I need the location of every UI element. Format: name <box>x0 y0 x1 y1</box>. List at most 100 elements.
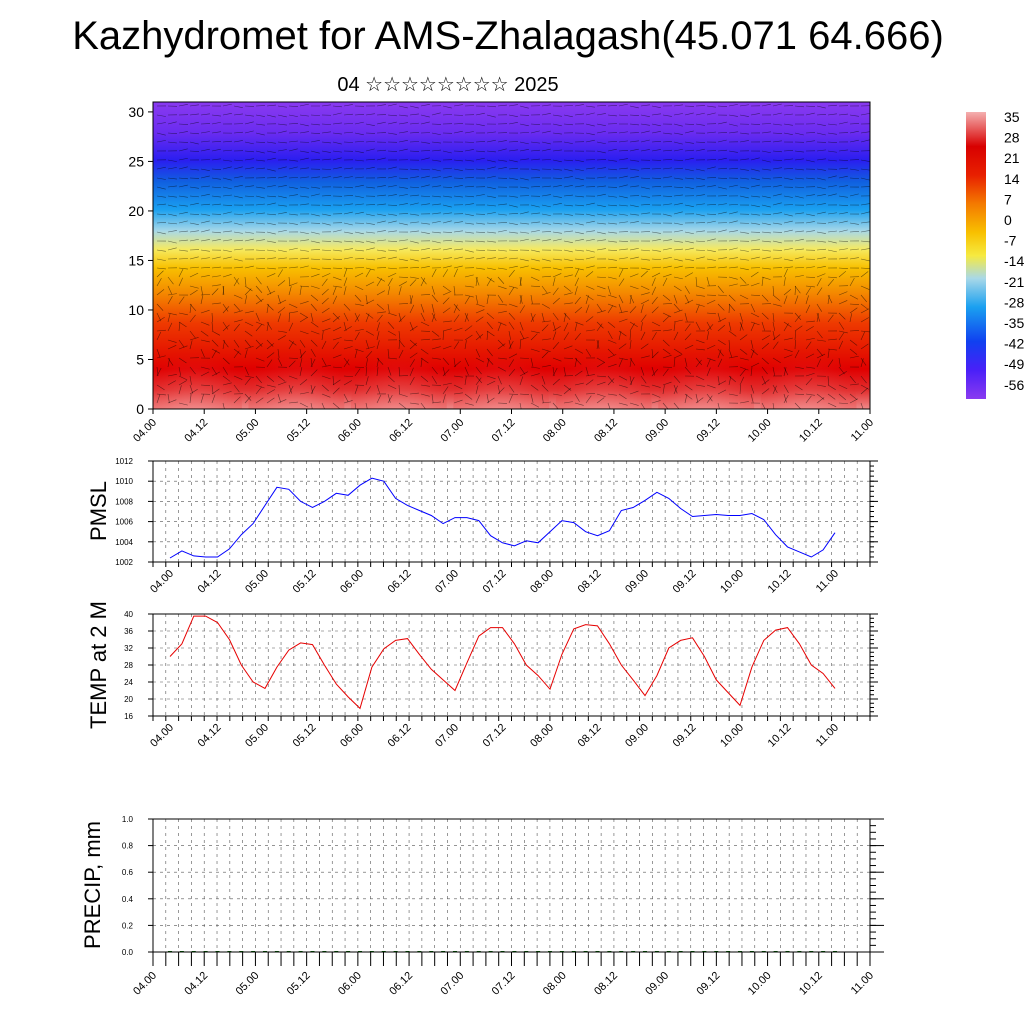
wind-barb <box>343 186 353 189</box>
wind-barb <box>387 249 397 252</box>
wind-barb <box>398 194 408 197</box>
wind-barb <box>508 141 519 143</box>
wind-barb <box>563 366 566 376</box>
wind-barb <box>431 357 441 360</box>
wind-barb <box>662 203 672 206</box>
x-tick-label: 05.12 <box>291 722 319 750</box>
wind-barb <box>552 277 556 287</box>
wind-barb <box>431 132 441 136</box>
wind-barb <box>299 312 308 318</box>
wind-barb <box>409 352 418 359</box>
wind-barb <box>662 354 672 359</box>
wind-barb <box>178 321 187 328</box>
wind-barb <box>794 314 801 323</box>
wind-barb <box>167 276 174 285</box>
wind-barb <box>222 274 232 278</box>
wind-barb <box>321 158 331 161</box>
wind-barb <box>772 140 782 143</box>
wind-barb <box>497 159 507 162</box>
wind-barb <box>409 132 419 134</box>
wind-barb <box>321 331 324 341</box>
wind-barb <box>167 293 177 296</box>
wind-barb <box>508 265 518 269</box>
wind-barb <box>244 212 254 215</box>
wind-barb <box>783 220 793 224</box>
wind-barb <box>475 257 485 260</box>
wind-barb <box>640 231 650 233</box>
wind-barb <box>222 186 232 190</box>
wind-barb <box>607 393 617 396</box>
wind-barb <box>288 148 298 152</box>
wind-barb <box>673 276 683 280</box>
wind-barb <box>728 393 738 396</box>
wind-barb <box>772 257 782 260</box>
wind-barb <box>585 112 595 116</box>
wind-barb <box>156 348 161 358</box>
wind-barb <box>288 186 298 189</box>
wind-barb <box>728 321 732 331</box>
wind-barb <box>563 184 573 188</box>
wind-barb <box>233 184 243 188</box>
wind-barb <box>706 324 714 332</box>
wind-barb <box>486 312 495 320</box>
wind-barb <box>255 212 265 215</box>
wind-barb <box>816 248 826 251</box>
wind-barb <box>288 213 298 216</box>
x-tick-label: 10.12 <box>766 722 794 750</box>
wind-barb <box>376 322 380 332</box>
wind-barb <box>728 211 738 215</box>
wind-barb <box>332 229 342 233</box>
wind-barb <box>354 121 364 125</box>
wind-barb <box>761 204 771 208</box>
wind-barb <box>596 167 606 170</box>
wind-barb <box>233 175 243 179</box>
wind-barb <box>398 122 408 125</box>
wind-barb <box>783 266 793 269</box>
wind-barb <box>838 270 847 278</box>
wind-barb <box>343 131 353 134</box>
wind-barb <box>761 140 771 143</box>
wind-barb <box>607 105 617 107</box>
wind-barb <box>585 167 595 170</box>
wind-barb <box>442 247 452 251</box>
wind-barb <box>860 375 867 384</box>
wind-barb <box>739 368 746 377</box>
wind-barb <box>739 231 749 234</box>
x-tick-label: 05.00 <box>234 970 262 998</box>
wind-barb <box>728 123 738 127</box>
wind-barb <box>640 104 650 107</box>
wind-barb <box>387 230 397 233</box>
wind-barb <box>651 306 659 314</box>
wind-barb <box>277 105 287 108</box>
wind-barb <box>519 393 529 395</box>
wind-barb <box>464 325 473 332</box>
wind-barb <box>596 123 606 127</box>
wind-barb <box>596 150 606 154</box>
wind-barb <box>211 195 221 198</box>
wind-barb <box>453 399 463 404</box>
wind-barb <box>255 167 265 170</box>
wind-barb <box>387 357 397 360</box>
wind-barb <box>343 248 353 251</box>
wind-barb <box>695 213 705 217</box>
wind-barb <box>585 271 594 278</box>
wind-barb <box>585 249 595 253</box>
wind-barb <box>530 212 540 215</box>
wind-barb <box>233 303 241 311</box>
wind-barb <box>772 150 782 153</box>
wind-barb <box>849 307 858 314</box>
wind-barb <box>662 213 672 217</box>
wind-barb <box>519 211 529 215</box>
wind-barb <box>442 285 451 292</box>
y-tick-label: 1004 <box>115 538 133 547</box>
wind-barb <box>794 186 804 188</box>
wind-barb <box>464 402 474 406</box>
wind-barb <box>651 393 661 398</box>
wind-barb <box>530 267 540 271</box>
wind-barb <box>464 213 474 216</box>
wind-barb <box>563 258 573 262</box>
x-tick-label: 09.00 <box>623 568 651 596</box>
wind-barb <box>288 384 293 394</box>
wind-barb <box>805 105 815 107</box>
wind-barb <box>772 132 783 134</box>
